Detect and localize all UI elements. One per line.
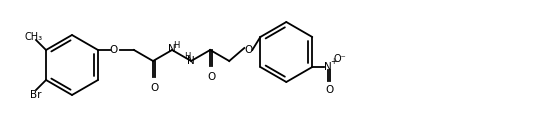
Text: O: O	[325, 85, 334, 95]
Text: O⁻: O⁻	[334, 54, 346, 64]
Text: Br: Br	[30, 90, 42, 100]
Text: O: O	[244, 45, 253, 55]
Text: N: N	[168, 44, 176, 54]
Text: O: O	[207, 72, 215, 82]
Text: N: N	[325, 62, 332, 72]
Text: N: N	[187, 56, 195, 66]
Text: O: O	[110, 45, 118, 55]
Text: O: O	[150, 83, 158, 93]
Text: H: H	[184, 52, 190, 61]
Text: H: H	[173, 41, 179, 50]
Text: +: +	[330, 58, 336, 67]
Text: CH₃: CH₃	[25, 32, 43, 42]
